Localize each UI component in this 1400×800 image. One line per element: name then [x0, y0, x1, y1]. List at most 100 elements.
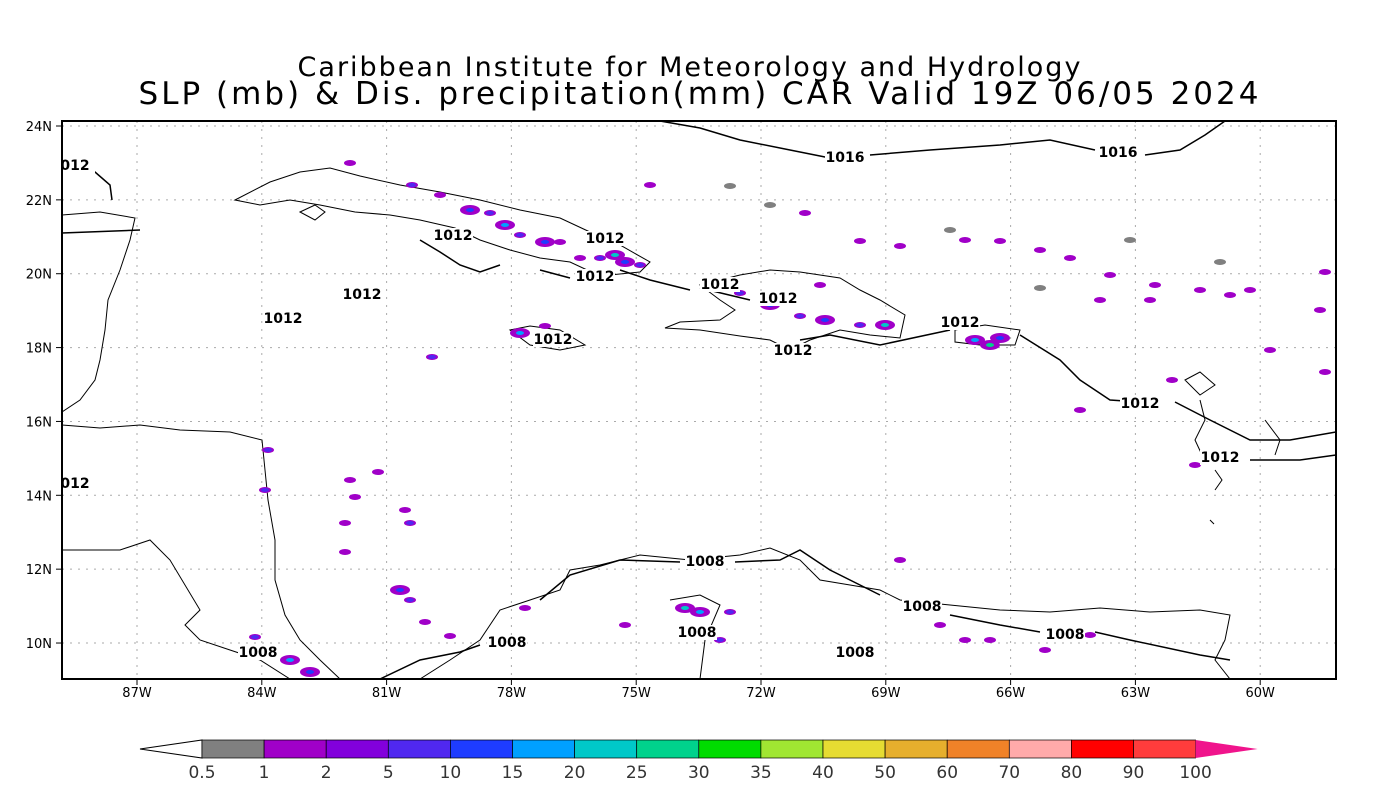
- colorbar-label: 20: [564, 763, 586, 783]
- colorbar-label: 60: [936, 763, 958, 783]
- precip-cell: [1084, 632, 1096, 638]
- precip-cell: [1189, 462, 1201, 468]
- precip-cell-core: [971, 338, 979, 342]
- lat-tick-label: 20N: [26, 268, 52, 283]
- precip-cell: [854, 238, 866, 244]
- lat-tick-label: 22N: [26, 194, 52, 209]
- precip-cell-core: [306, 670, 314, 674]
- precipitation-layer: [249, 160, 1331, 677]
- coastline-south-america: [419, 547, 1231, 679]
- lat-tick-label: 16N: [26, 415, 52, 430]
- contour-label-bg: [1200, 450, 1240, 465]
- coastline-puerto-rico: [954, 324, 1021, 346]
- precip-cell: [724, 183, 736, 189]
- lat-tick-label: 10N: [26, 637, 52, 652]
- colorbar-low-arrow: [139, 739, 203, 759]
- precip-cell: [1319, 269, 1331, 275]
- precip-cell: [1314, 307, 1326, 313]
- colorbar-swatch: [450, 739, 513, 759]
- precip-cell-core: [516, 233, 524, 237]
- precip-cell: [1224, 292, 1236, 298]
- colorbar-swatch: [1008, 739, 1072, 759]
- contour-label-bg: [685, 554, 725, 569]
- contour-label-bg: [62, 476, 95, 491]
- contour-label: 1012: [1121, 396, 1160, 412]
- coastline-lake-maracaibo: [669, 594, 721, 679]
- contour-label: 1008: [836, 645, 875, 661]
- contour-label: 012: [60, 158, 89, 174]
- contour-label: 1012: [941, 315, 980, 331]
- precip-cell: [519, 605, 531, 611]
- precip-cell-core: [726, 610, 734, 614]
- contour-label-bg: [433, 228, 473, 243]
- contour-label: 1012: [701, 277, 740, 293]
- precip-cell: [959, 637, 971, 643]
- precip-cell-core: [406, 521, 414, 525]
- contour-label: 1008: [903, 599, 942, 615]
- contour-label: 1012: [1201, 450, 1240, 466]
- colorbar-label: 50: [874, 763, 896, 783]
- contour-label: 1012: [264, 311, 303, 327]
- precip-cell-core: [611, 253, 619, 257]
- lat-tick-label: 12N: [26, 563, 52, 578]
- contour-label-bg: [940, 315, 980, 330]
- precip-cell-core: [264, 448, 272, 452]
- precip-cell-core: [986, 343, 994, 347]
- colorbar-swatch: [946, 739, 1010, 759]
- precip-cell-core: [796, 314, 804, 318]
- colorbar-swatch: [1071, 739, 1134, 759]
- precip-cell: [339, 549, 351, 555]
- precip-cell: [349, 494, 361, 500]
- precip-cell-core: [261, 488, 269, 492]
- precip-cell-core: [621, 260, 629, 264]
- lat-tick-label: 14N: [26, 489, 52, 504]
- colorbar-swatch: [512, 739, 575, 759]
- precip-cell: [644, 182, 656, 188]
- precip-cell: [554, 239, 566, 245]
- coastline-jamaica: [508, 325, 587, 351]
- contour-label-bg: [62, 158, 95, 173]
- contour-label: 1012: [759, 291, 798, 307]
- precip-cell-core: [821, 318, 829, 322]
- contour-label: 1012: [774, 343, 813, 359]
- colorbar-label: 0.5: [188, 763, 215, 783]
- colorbar-swatch: [387, 739, 451, 759]
- precip-cell: [934, 622, 946, 628]
- colorbar-label: 70: [998, 763, 1020, 783]
- contour-label: 1008: [239, 645, 278, 661]
- precip-cell: [1149, 282, 1161, 288]
- colorbar-high-arrow: [1195, 740, 1258, 758]
- precip-cell: [764, 202, 776, 208]
- colorbar-swatch: [884, 739, 948, 759]
- precip-cell-core: [681, 606, 689, 610]
- precip-cell: [1074, 407, 1086, 413]
- colorbar-label: 40: [812, 763, 834, 783]
- precip-cell-core: [636, 263, 644, 267]
- precip-cell: [444, 633, 456, 639]
- precip-cell-core: [696, 610, 704, 614]
- precip-cell: [894, 243, 906, 249]
- lon-tick-label: 60W: [1245, 686, 1275, 701]
- precip-cell: [1214, 259, 1226, 265]
- chart-title: Caribbean Institute for Meteorology and …: [297, 52, 1083, 83]
- contour-label: 1008: [686, 554, 725, 570]
- lat-tick-label: 18N: [26, 342, 52, 357]
- precip-cell-core: [486, 211, 494, 215]
- lon-tick-label: 75W: [621, 686, 651, 701]
- contour-label-bg: [263, 311, 303, 326]
- gridlines: [62, 121, 1336, 679]
- plot-frame: [61, 120, 1337, 680]
- coastline-central-america: [62, 424, 341, 679]
- lon-tick-label: 87W: [122, 686, 152, 701]
- precip-cell: [1104, 272, 1116, 278]
- precip-cell: [959, 237, 971, 243]
- precip-cell-core: [501, 223, 509, 227]
- coastline-cuba: [233, 167, 651, 277]
- slp-contour-1016: [659, 121, 1226, 159]
- contour-label: 1012: [434, 228, 473, 244]
- precip-cell: [894, 557, 906, 563]
- coastline-lesser-antilles: [1184, 371, 1281, 525]
- precip-cell: [1124, 237, 1136, 243]
- precip-cell: [814, 282, 826, 288]
- precip-cell: [944, 227, 956, 233]
